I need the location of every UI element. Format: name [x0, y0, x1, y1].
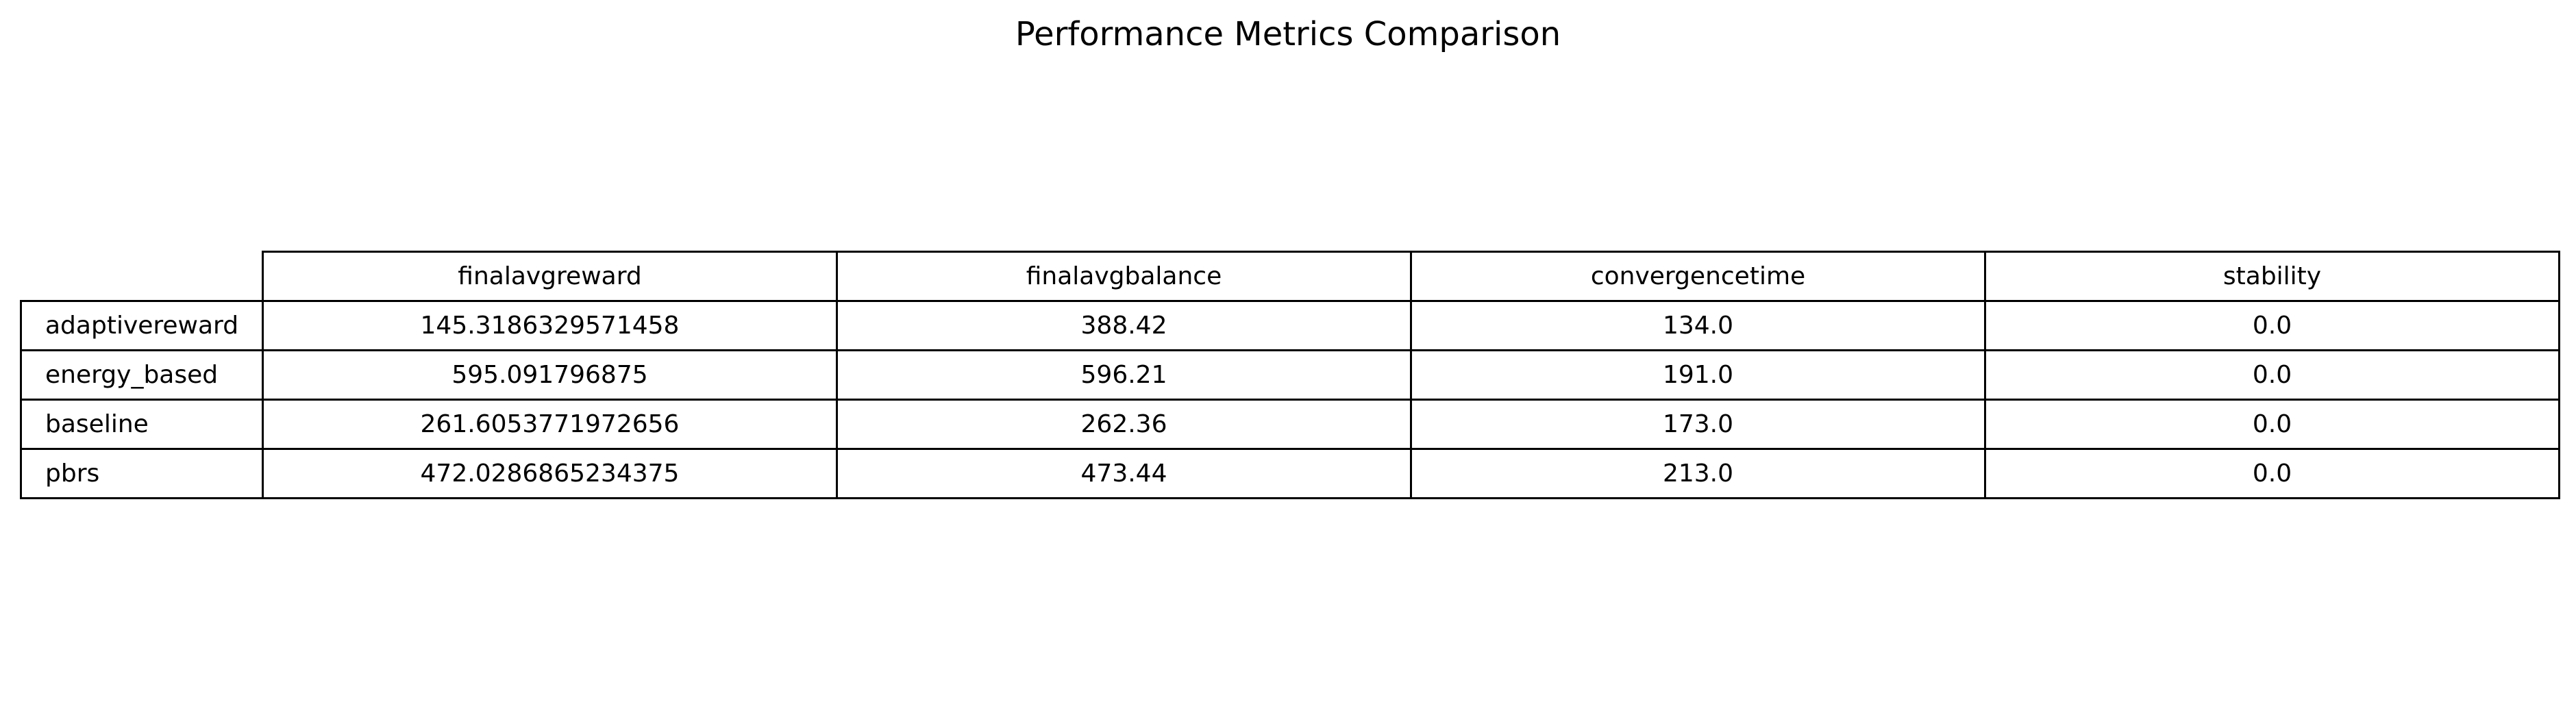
- table-row: energy_based 595.091796875 596.21 191.0 …: [20, 349, 2560, 401]
- table-cell: 595.091796875: [262, 349, 838, 401]
- row-label: adaptivereward: [20, 300, 264, 351]
- table-cell: 173.0: [1410, 399, 1986, 450]
- table-cell: 0.0: [1984, 399, 2560, 450]
- table-row: pbrs 472.0286865234375 473.44 213.0 0.0: [20, 448, 2560, 499]
- column-header: convergencetime: [1410, 251, 1986, 302]
- chart-title: Performance Metrics Comparison: [1015, 15, 1561, 53]
- table-cell: 472.0286865234375: [262, 448, 838, 499]
- table-row: baseline 261.6053771972656 262.36 173.0 …: [20, 399, 2560, 450]
- column-header: stability: [1984, 251, 2560, 302]
- table-cell: 213.0: [1410, 448, 1986, 499]
- table-cell: 0.0: [1984, 300, 2560, 351]
- table-cell: 145.3186329571458: [262, 300, 838, 351]
- table-cell: 473.44: [836, 448, 1412, 499]
- table-cell: 596.21: [836, 349, 1412, 401]
- table-corner-cell: [21, 252, 263, 301]
- row-label: pbrs: [20, 448, 264, 499]
- table-cell: 0.0: [1984, 349, 2560, 401]
- table-row: adaptivereward 145.3186329571458 388.42 …: [20, 300, 2560, 351]
- table-cell: 0.0: [1984, 448, 2560, 499]
- metrics-table: finalavgreward finalavgbalance convergen…: [20, 251, 2560, 499]
- row-label: baseline: [20, 399, 264, 450]
- table-cell: 388.42: [836, 300, 1412, 351]
- column-header: finalavgreward: [262, 251, 838, 302]
- table-cell: 134.0: [1410, 300, 1986, 351]
- table-header-row: finalavgreward finalavgbalance convergen…: [21, 251, 2560, 302]
- row-label: energy_based: [20, 349, 264, 401]
- table-cell: 262.36: [836, 399, 1412, 450]
- table-cell: 261.6053771972656: [262, 399, 838, 450]
- table-cell: 191.0: [1410, 349, 1986, 401]
- column-header: finalavgbalance: [836, 251, 1412, 302]
